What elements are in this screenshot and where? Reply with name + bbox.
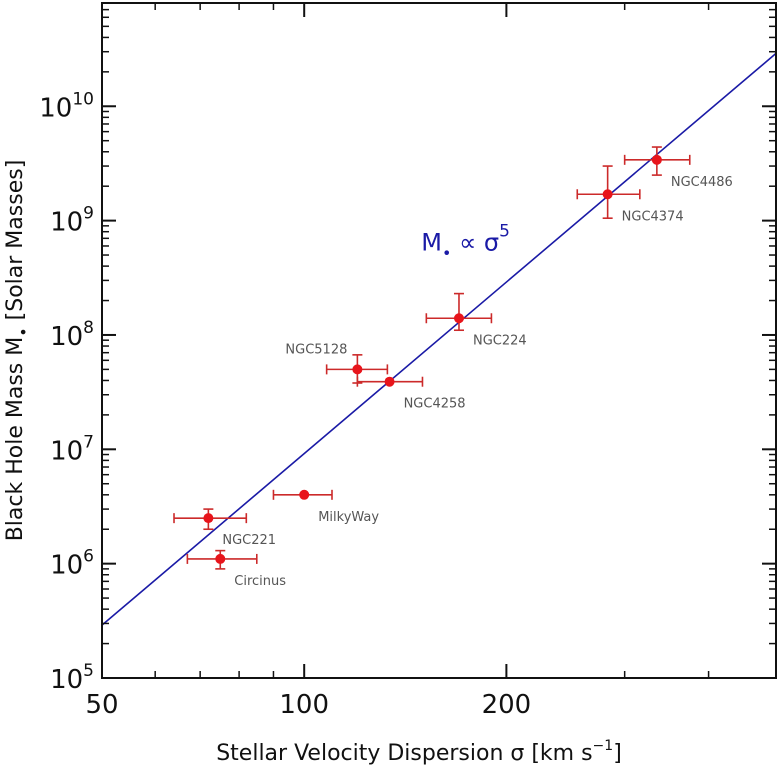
- data-marker: [203, 513, 214, 524]
- data-marker: [384, 376, 395, 387]
- y-tick-label: 105: [50, 661, 94, 695]
- point-label: NGC4374: [622, 209, 684, 224]
- fit-annotation: M• ∝ σ5: [421, 221, 510, 262]
- data-marker: [215, 553, 226, 564]
- y-tick-label: 109: [50, 204, 94, 238]
- x-axis-title-main: Stellar Velocity Dispersion σ [km s: [216, 741, 592, 766]
- y-tick-base: 10: [50, 665, 83, 695]
- data-marker: [602, 189, 613, 200]
- data-point-ngc5128: [325, 354, 389, 384]
- y-tick-exponent: 6: [83, 547, 94, 567]
- data-marker: [299, 489, 310, 500]
- plot-marks: [101, 52, 777, 626]
- y-tick-base: 10: [50, 551, 83, 581]
- y-axis-title-subscript: •: [14, 327, 33, 336]
- point-label: NGC4258: [404, 397, 466, 412]
- point-label: NGC221: [222, 533, 276, 548]
- point-label: NGC224: [473, 333, 527, 348]
- y-tick-label: 1010: [39, 89, 94, 123]
- data-point-ngc221: [173, 508, 248, 531]
- labels: 50 100 2001051061071081091010NGC221Circinu…: [3, 89, 733, 766]
- x-tick-label: 100: [279, 690, 329, 720]
- y-tick-base: 10: [50, 436, 83, 466]
- data-point-ngc4374: [576, 165, 641, 219]
- point-label: MilkyWay: [318, 510, 379, 525]
- x-tick-label: 50: [85, 690, 118, 720]
- annotation-rel: ∝: [451, 228, 483, 256]
- x-axis-title-exponent: −1: [593, 738, 614, 754]
- x-tick-label: 200: [482, 690, 532, 720]
- y-tick-label: 108: [50, 318, 94, 352]
- x-axis-title: Stellar Velocity Dispersion σ [km s−1]: [216, 738, 622, 766]
- data-point-ngc4486: [623, 146, 691, 176]
- annotation-main: M: [421, 228, 442, 256]
- data-marker: [453, 313, 464, 324]
- axes: [101, 2, 776, 679]
- y-tick-exponent: 5: [83, 661, 94, 681]
- data-marker: [352, 364, 363, 375]
- data-point-circinus: [186, 549, 258, 570]
- data-point-ngc4258: [356, 376, 424, 387]
- point-label: Circinus: [234, 574, 286, 589]
- y-tick-label: 106: [50, 547, 94, 581]
- annotation-sup: 5: [499, 221, 510, 241]
- y-tick-exponent: 10: [72, 89, 94, 109]
- fit-line: [101, 52, 777, 626]
- y-axis-title: Black Hole Mass M• [Solar Masses]: [3, 160, 33, 542]
- data-point-ngc224: [425, 292, 493, 332]
- point-label: NGC4486: [671, 175, 733, 190]
- y-tick-exponent: 9: [83, 204, 94, 224]
- point-label: NGC5128: [285, 342, 347, 357]
- y-tick-exponent: 8: [83, 318, 94, 338]
- y-axis-title-main: Black Hole Mass M: [3, 337, 28, 542]
- data-marker: [651, 154, 662, 165]
- data-point-milkyway: [272, 489, 333, 500]
- y-tick-exponent: 7: [83, 432, 94, 452]
- x-axis-title-end: ]: [613, 741, 622, 766]
- annotation-sym: σ: [484, 228, 499, 256]
- annotation-sub: •: [442, 243, 451, 262]
- y-tick-base: 10: [50, 208, 83, 238]
- plot-frame: [101, 2, 777, 679]
- y-tick-label: 107: [50, 432, 94, 466]
- y-axis-title-end: [Solar Masses]: [3, 160, 28, 328]
- y-tick-base: 10: [50, 322, 83, 352]
- y-tick-base: 10: [39, 93, 72, 123]
